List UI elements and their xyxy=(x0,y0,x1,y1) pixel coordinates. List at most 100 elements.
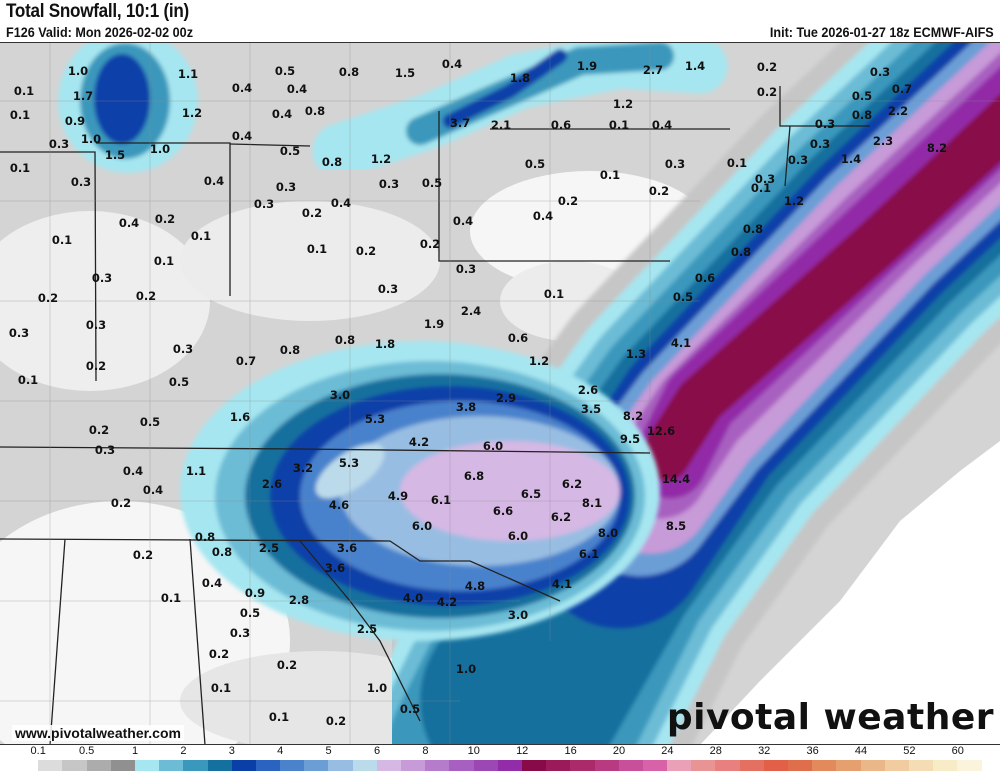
legend-tick-label: 0.5 xyxy=(78,745,95,757)
snowfall-value-label: 0.2 xyxy=(301,206,323,220)
snowfall-value-label: 0.1 xyxy=(306,242,328,256)
snowfall-value-label: 0.4 xyxy=(651,118,673,132)
snowfall-value-label: 0.3 xyxy=(94,443,116,457)
snowfall-value-label: 0.8 xyxy=(304,104,326,118)
snowfall-value-label: 0.2 xyxy=(110,496,132,510)
snowfall-value-label: 4.2 xyxy=(436,595,458,609)
snowfall-value-label: 3.0 xyxy=(329,388,351,402)
snowfall-value-label: 0.1 xyxy=(17,373,39,387)
snowfall-value-label: 6.2 xyxy=(561,477,583,491)
legend-swatch xyxy=(473,760,498,771)
snowfall-value-label: 1.2 xyxy=(370,152,392,166)
snowfall-value-label: 1.2 xyxy=(181,106,203,120)
legend-swatch xyxy=(401,760,426,771)
snowfall-value-label: 0.2 xyxy=(648,184,670,198)
pivotal-weather-logo: pivotal weather xyxy=(666,697,994,738)
snowfall-value-label: 6.0 xyxy=(507,529,529,543)
snowfall-value-label: 0.2 xyxy=(276,658,298,672)
legend-tick-label: 44 xyxy=(854,745,868,757)
snowfall-value-label: 1.7 xyxy=(72,89,94,103)
snowfall-value-label: 0.4 xyxy=(122,464,144,478)
snowfall-value-label: 2.2 xyxy=(887,104,909,118)
snowfall-value-label: 0.2 xyxy=(154,212,176,226)
snowfall-value-label: 2.4 xyxy=(460,304,482,318)
legend-tick-label: 5 xyxy=(325,745,332,757)
legend-swatch xyxy=(908,760,934,771)
snowfall-value-label: 4.0 xyxy=(402,591,424,605)
snowfall-value-label: 1.4 xyxy=(684,59,706,73)
legend-tick-label: 0.1 xyxy=(30,745,46,757)
legend-tick-label: 12 xyxy=(516,745,529,757)
snowfall-value-label: 0.2 xyxy=(419,237,441,251)
legend-tick-label: 20 xyxy=(612,745,626,757)
legend-swatch xyxy=(667,760,692,771)
snowfall-value-label: 0.1 xyxy=(599,168,621,182)
snowfall-value-label: 0.8 xyxy=(851,108,873,122)
legend-tick-label: 1 xyxy=(131,745,139,757)
legend-swatch xyxy=(570,760,595,771)
legend-swatch xyxy=(788,760,813,771)
snowfall-value-label: 4.1 xyxy=(670,336,692,350)
snowfall-value-label: 8.5 xyxy=(665,519,687,533)
snowfall-value-label: 0.3 xyxy=(8,326,30,340)
legend-color-bar xyxy=(14,760,982,771)
legend-swatch xyxy=(546,760,571,771)
legend-swatch xyxy=(594,760,619,771)
snowfall-value-label: 0.5 xyxy=(672,290,694,304)
snowfall-value-label: 3.6 xyxy=(336,541,358,555)
snowfall-value-label: 0.8 xyxy=(334,333,356,347)
snowfall-value-label: 0.5 xyxy=(274,64,296,78)
snowfall-value-label: 0.1 xyxy=(210,681,232,695)
snowfall-value-label: 0.3 xyxy=(48,137,70,151)
snowfall-value-label: 1.2 xyxy=(612,97,634,111)
snowfall-value-label: 0.8 xyxy=(279,343,301,357)
snowfall-value-label: 6.5 xyxy=(520,487,542,501)
snowfall-value-label: 0.4 xyxy=(330,196,352,210)
snowfall-value-label: 0.8 xyxy=(338,65,360,79)
snowfall-value-label: 3.5 xyxy=(580,402,602,416)
snowfall-value-label: 1.8 xyxy=(374,337,396,351)
snowfall-value-label: 2.5 xyxy=(258,541,280,555)
snowfall-value-label: 3.0 xyxy=(507,608,529,622)
snowfall-value-label: 6.1 xyxy=(430,493,452,507)
snowfall-value-label: 0.8 xyxy=(730,245,752,259)
snowfall-value-label: 2.7 xyxy=(642,63,664,77)
snowfall-value-label: 0.1 xyxy=(9,161,31,175)
snowfall-value-label: 2.6 xyxy=(261,477,283,491)
legend-swatch xyxy=(328,760,353,771)
legend-tick-label: 24 xyxy=(661,745,674,757)
snowfall-value-label: 0.3 xyxy=(814,117,836,131)
snowfall-value-label: 0.1 xyxy=(51,233,73,247)
snowfall-value-label: 0.3 xyxy=(275,180,297,194)
snowfall-value-label: 0.2 xyxy=(756,60,778,74)
legend-swatch xyxy=(425,760,450,771)
legend-tick-label: 32 xyxy=(758,745,771,757)
legend-swatch xyxy=(86,760,111,771)
snowfall-value-label: 1.0 xyxy=(366,681,388,695)
snowfall-value-label: 1.5 xyxy=(104,148,126,162)
snowfall-value-label: 4.2 xyxy=(408,435,430,449)
snowfall-value-label: 0.3 xyxy=(809,137,831,151)
legend-tick-label: 3 xyxy=(228,745,235,757)
snowfall-value-label: 0.4 xyxy=(452,214,474,228)
legend-tick-label: 6 xyxy=(373,745,381,757)
website-url: www.pivotalweather.com xyxy=(12,725,184,741)
snowfall-value-label: 0.2 xyxy=(135,289,157,303)
snowfall-value-label: 0.5 xyxy=(851,89,873,103)
snowfall-value-label: 0.3 xyxy=(787,153,809,167)
legend-swatch xyxy=(14,760,39,771)
snowfall-value-label: 0.1 xyxy=(153,254,175,268)
snowfall-value-label: 2.8 xyxy=(288,593,310,607)
legend-swatch xyxy=(933,760,958,771)
legend-tick-label: 4 xyxy=(277,745,284,757)
legend-swatch xyxy=(183,760,208,771)
snowfall-value-label: 8.2 xyxy=(926,141,948,155)
snowfall-value-label: 0.4 xyxy=(231,129,253,143)
snowfall-value-label: 0.8 xyxy=(321,155,343,169)
snowfall-value-label: 2.5 xyxy=(356,622,378,636)
snowfall-value-label: 0.3 xyxy=(378,177,400,191)
snowfall-value-label: 1.9 xyxy=(576,59,598,73)
snowfall-value-label: 0.6 xyxy=(694,271,716,285)
snowfall-value-label: 0.4 xyxy=(203,174,225,188)
legend-swatch xyxy=(715,760,740,771)
